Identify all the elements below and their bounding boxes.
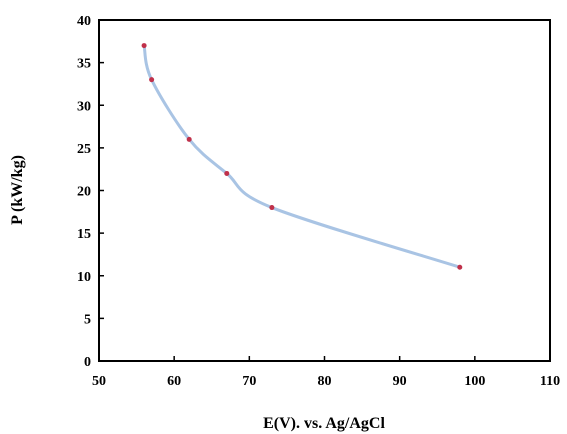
x-tick-label: 110 xyxy=(540,374,560,389)
y-tick-label: 15 xyxy=(77,227,91,242)
y-axis-ticks: 0 5 10 15 20 25 30 35 40 xyxy=(77,14,104,370)
data-point xyxy=(457,264,463,270)
x-tick-label: 50 xyxy=(92,374,106,389)
y-tick-label: 0 xyxy=(84,355,91,370)
data-point xyxy=(149,77,155,83)
x-tick-label: 80 xyxy=(318,374,332,389)
x-axis-ticks: 50 60 70 80 90 100 110 xyxy=(92,356,560,389)
data-point xyxy=(141,43,147,49)
x-tick-label: 100 xyxy=(464,374,485,389)
plot-area xyxy=(98,19,551,362)
x-tick-label: 70 xyxy=(242,374,256,389)
y-tick-label: 40 xyxy=(77,14,91,29)
y-tick-label: 30 xyxy=(77,99,91,114)
data-point xyxy=(269,205,275,211)
data-point xyxy=(224,170,230,176)
y-tick-label: 10 xyxy=(77,270,91,285)
x-axis-label: E(V). vs. Ag/AgCl xyxy=(263,415,385,432)
x-tick-label: 90 xyxy=(393,374,407,389)
y-axis-label: P (kW/kg) xyxy=(9,155,26,225)
y-tick-label: 35 xyxy=(77,57,91,72)
data-point xyxy=(186,136,192,142)
y-tick-label: 5 xyxy=(84,312,91,327)
y-tick-label: 25 xyxy=(77,142,91,157)
x-tick-label: 60 xyxy=(167,374,181,389)
data-points xyxy=(141,43,463,270)
y-tick-label: 20 xyxy=(77,185,91,200)
